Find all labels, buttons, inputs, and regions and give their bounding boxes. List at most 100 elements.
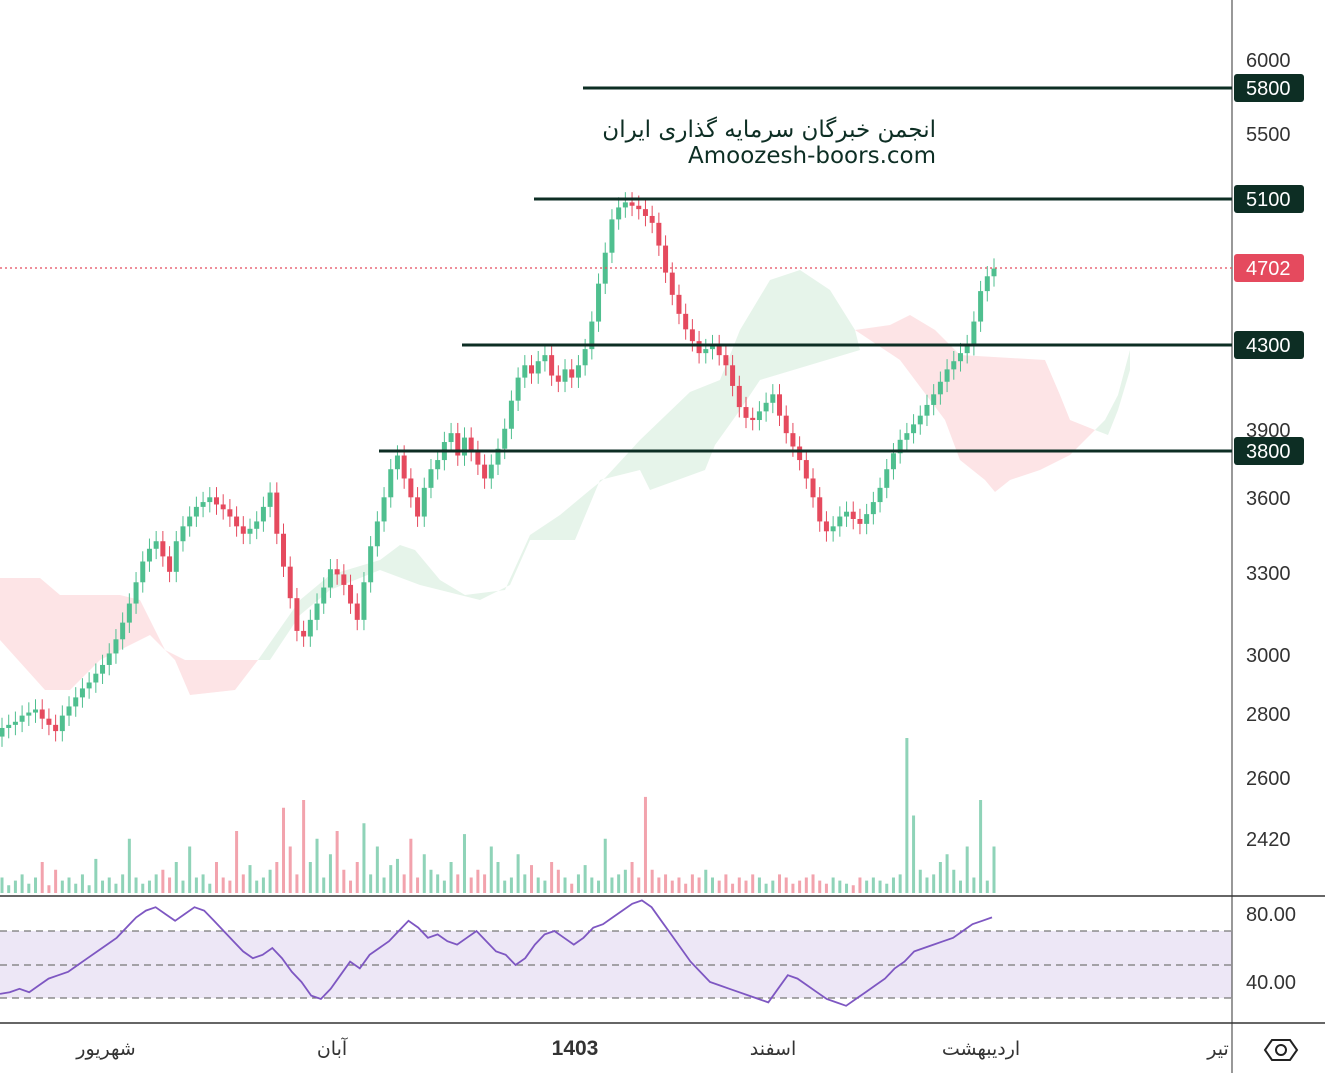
volume-bar [194,877,198,893]
level-label-5800: 5800 [1246,78,1291,100]
volume-bar [375,846,379,893]
volume-bar [798,880,802,893]
candle-body [669,272,675,295]
candle-body [897,439,903,454]
candle-body [864,514,870,524]
volume-bar [429,869,433,893]
volume-bar [416,877,420,893]
candle-body [187,516,193,527]
volume-bar [516,854,520,893]
volume-bar [235,831,239,893]
volume-bar [690,874,694,893]
candle-body [207,497,213,503]
volume-bar [382,877,386,893]
candle-body [917,415,923,425]
candle-body [59,715,65,732]
volume-bar [979,800,983,893]
volume-bar [811,874,815,893]
volume-bar [114,883,118,893]
candle-body [193,506,199,517]
last-price-label: 4702 [1246,258,1291,280]
volume-bar [261,877,265,893]
candle-body [689,329,695,342]
level-label-3800: 3800 [1246,441,1291,463]
candle-body [844,511,850,517]
candle-body [676,294,682,314]
candle-body [937,381,943,395]
volume-bar [228,880,232,893]
volume-bar [824,883,828,893]
volume-bar [650,869,654,893]
volume-bar [764,883,768,893]
volume-bar [188,846,192,893]
candle-body [368,546,374,583]
candle-body [468,437,474,451]
candle-body [281,533,287,567]
volume-bar [161,869,165,893]
candle-body [26,712,32,716]
volume-bar [60,880,64,893]
volume-bar [737,877,741,893]
volume-bar [241,874,245,893]
candle-body [870,502,876,515]
candle-body [348,584,354,604]
candle-body [435,460,441,470]
volume-bar [476,869,480,893]
volume-bar [355,862,359,893]
candle-body [227,509,233,517]
volume-bar [27,883,31,893]
volume-bar [469,877,473,893]
candle-body [160,541,166,557]
candle-body [361,582,367,620]
candle-body [415,497,421,517]
volume-bar [409,838,413,893]
volume-bar [530,865,534,893]
volume-bar [717,880,721,893]
candle-body [294,598,300,631]
candle-body [482,464,488,479]
candle-body [709,345,715,350]
volume-bar [221,877,225,893]
candle-body [100,664,106,674]
volume-bar [677,877,681,893]
price-axis: 6000 5500 3900 3600 3300 3000 2800 2600 … [1246,50,1291,851]
volume-bar [168,877,172,893]
volume-bar [141,883,145,893]
volume-bar [40,862,44,893]
volume-bar [945,854,949,893]
volume-bar [389,865,393,893]
rsi-tick-80: 80.00 [1246,904,1296,926]
candle-body [924,404,930,416]
candle-body [502,428,508,449]
volume-bar [985,880,989,893]
volume-bar [121,874,125,893]
volume-bar [308,862,312,893]
level-labels: 5800 5100 4702 4300 3800 [1234,74,1304,465]
chart-settings-icon[interactable] [1263,1032,1299,1068]
volume-bar [74,883,78,893]
volume-bar [20,874,24,893]
volume-bar [637,877,641,893]
volume-bar [878,880,882,893]
price-tick: 3900 [1246,420,1291,442]
candle-body [803,460,809,479]
watermark-title: انجمن خبرگان سرمایه گذاری ایران [602,117,936,143]
candle-body [461,437,467,456]
candle-body [234,516,240,527]
candle-body [220,504,226,510]
level-lines [379,86,1232,453]
volume-bar [938,862,942,893]
candle-body [73,697,79,707]
candle-body [448,433,454,443]
candle-body [823,521,829,532]
candle-body [79,688,85,698]
candle-body [575,365,581,378]
volume-bar [838,880,842,893]
candle-body [971,321,977,346]
volume-bar [147,880,151,893]
candle-body [964,345,970,354]
volume-bar [630,862,634,893]
time-label: اسفند [750,1038,797,1060]
candle-body [756,411,762,421]
